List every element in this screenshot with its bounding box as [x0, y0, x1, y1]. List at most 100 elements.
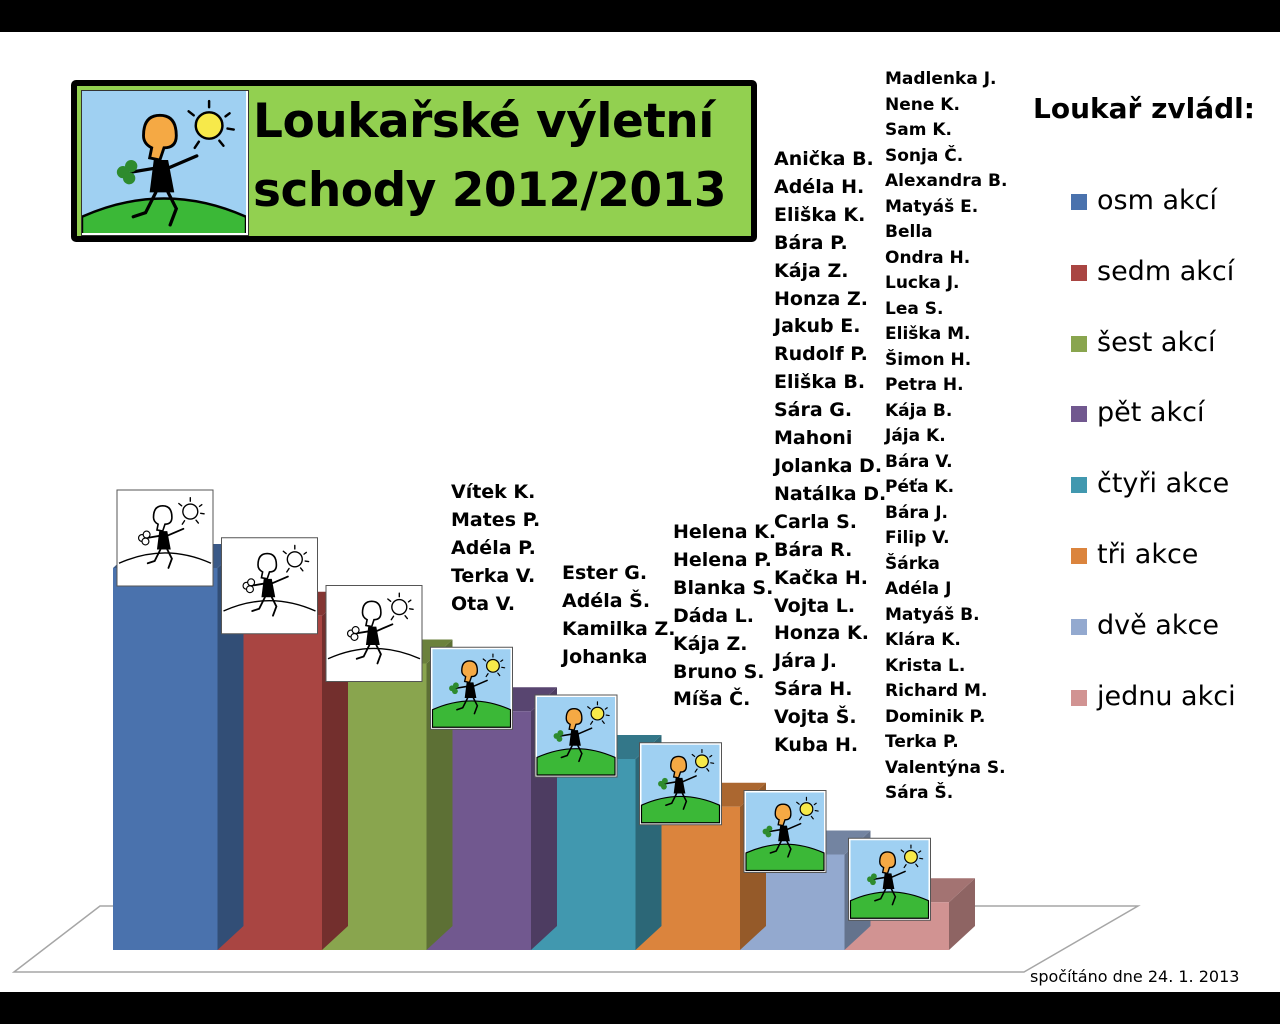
name-entry: Blanka S. [673, 576, 774, 599]
legend-label: čtyři akce [1097, 468, 1230, 500]
running-figure-picture-icon [743, 790, 827, 873]
name-entry: Mates P. [451, 508, 541, 531]
name-list-8: Madlenka J. Nene K. Sam K. Sonja Č. Alexandr… [885, 67, 1007, 807]
name-entry: Dominik P. [885, 706, 986, 727]
legend-label: šest akcí [1097, 326, 1216, 358]
name-entry: Anička B. [774, 148, 874, 170]
bar-image-drawing [745, 791, 825, 872]
running-figure-picture-icon [430, 646, 513, 730]
name-entry: Richard M. [885, 681, 988, 701]
page-title: Loukařské výletní schody 2012/2013 [253, 87, 727, 225]
footer-date: spočítáno dne 24. 1. 2013 [1030, 967, 1240, 986]
name-entry: Kamilka Z. [562, 617, 676, 640]
name-entry: Terka V. [451, 564, 536, 587]
title-box: Loukařské výletní schody 2012/2013 [71, 80, 757, 255]
legend-label: jednu akci [1097, 680, 1236, 712]
name-entry: Jolanka D. [774, 454, 883, 477]
legend-label: osm akcí [1097, 185, 1217, 216]
bar-image-drawing [431, 648, 512, 729]
bar-image-drawing [327, 586, 421, 681]
legend-label: pět akcí [1097, 397, 1205, 429]
name-list-5: Ester G. Adéla Š. Kamilka Z. Johanka [562, 560, 675, 672]
name-entry: Krista L. [885, 655, 966, 676]
name-entry: Alexandra B. [885, 171, 1008, 191]
slide: Loukařské výletní schody 2012/2013 Louka… [0, 32, 1280, 992]
legend-swatch [1071, 264, 1087, 281]
name-entry: Honza Z. [774, 287, 868, 310]
legend-swatch [1071, 477, 1087, 494]
name-entry: Natálka D. [774, 482, 887, 505]
legend-title: Loukař zvládl: [1033, 92, 1255, 125]
running-figure-picture-icon [80, 89, 249, 255]
name-entry: Bára J. [885, 502, 948, 523]
name-entry: Jakub E. [774, 315, 861, 338]
title-line-1: Loukařské výletní [253, 94, 714, 149]
name-entry: Nene K. [885, 94, 960, 115]
legend-label: sedm akcí [1097, 255, 1235, 287]
name-entry: Terka P. [885, 732, 959, 752]
name-entry: Kuba H. [774, 734, 859, 757]
name-entry: Klára K. [885, 630, 961, 650]
bar-image-drawing [849, 839, 930, 920]
name-entry: Šimon H. [885, 349, 972, 370]
name-entry: Kája B. [885, 400, 953, 421]
running-figure-picture-icon [221, 537, 318, 635]
name-entry: Petra H. [885, 375, 964, 395]
name-entry: Adéla Š. [562, 589, 651, 612]
legend-swatch [1071, 618, 1087, 635]
name-entry: Bella [885, 222, 933, 242]
bar-1 [113, 544, 244, 950]
name-entry: Ondra H. [885, 247, 971, 268]
bar-image-drawing [536, 696, 616, 776]
bar-side-8 [949, 878, 975, 950]
name-entry: Jára J. [774, 650, 837, 673]
name-entry: Filip V. [885, 528, 950, 548]
name-entry: Kája Z. [774, 259, 849, 282]
name-entry: Valentýna S. [885, 757, 1006, 778]
name-entry: Eliška B. [774, 371, 866, 394]
legend-swatch [1071, 548, 1087, 564]
bar-side-1 [217, 544, 244, 950]
name-entry: Sam K. [885, 120, 952, 140]
name-entry: Adéla J [885, 579, 952, 599]
name-entry: Matyáš E. [885, 196, 979, 217]
name-entry: Mahoni [774, 427, 853, 450]
name-entry: Vojta Š. [774, 706, 857, 729]
bar-image-drawing [640, 743, 721, 824]
name-entry: Adéla P. [451, 536, 536, 559]
legend-label: tři akce [1097, 539, 1199, 570]
running-figure-picture-icon [116, 489, 214, 587]
bar-image-drawing [118, 491, 212, 585]
name-entry: Bára R. [774, 538, 853, 561]
bar-front-1 [113, 568, 218, 950]
running-figure-picture-icon [534, 694, 618, 778]
legend-swatch [1071, 194, 1087, 210]
title-line-2: schody 2012/2013 [253, 163, 727, 218]
bar-image-drawing [222, 538, 317, 633]
name-entry: Madlenka J. [885, 69, 997, 89]
name-entry: Lea S. [885, 298, 944, 319]
name-entry: Sára H. [774, 678, 853, 701]
name-entry: Adéla H. [774, 175, 865, 198]
name-entry: Sára Š. [885, 783, 954, 803]
name-entry: Jája K. [885, 426, 946, 446]
name-entry: Bára V. [885, 451, 953, 472]
running-figure-picture-icon [848, 837, 931, 921]
name-entry: Ester G. [562, 562, 648, 584]
name-entry: Kája Z. [673, 632, 748, 655]
legend-swatch [1071, 406, 1087, 423]
name-entry: Johanka [562, 645, 648, 668]
name-entry: Rudolf P. [774, 343, 868, 366]
name-list-6: Helena K. Helena P. Blanka S. Dáda L. Kája Z… [673, 519, 776, 714]
name-entry: Míša Č. [673, 688, 751, 711]
name-entry: Bára P. [774, 231, 848, 254]
name-entry: Helena K. [673, 521, 777, 543]
name-list-7: Anička B. Adéla H. Eliška K. Bára P. Kája Z.… [774, 146, 886, 760]
name-entry: Dáda L. [673, 604, 754, 627]
name-entry: Kačka H. [774, 566, 868, 589]
legend-swatch [1071, 335, 1087, 352]
name-entry: Matyáš B. [885, 604, 980, 625]
stairs-chart [11, 489, 1141, 973]
legend-swatch [1071, 689, 1087, 706]
name-entry: Péťa K. [885, 477, 955, 497]
